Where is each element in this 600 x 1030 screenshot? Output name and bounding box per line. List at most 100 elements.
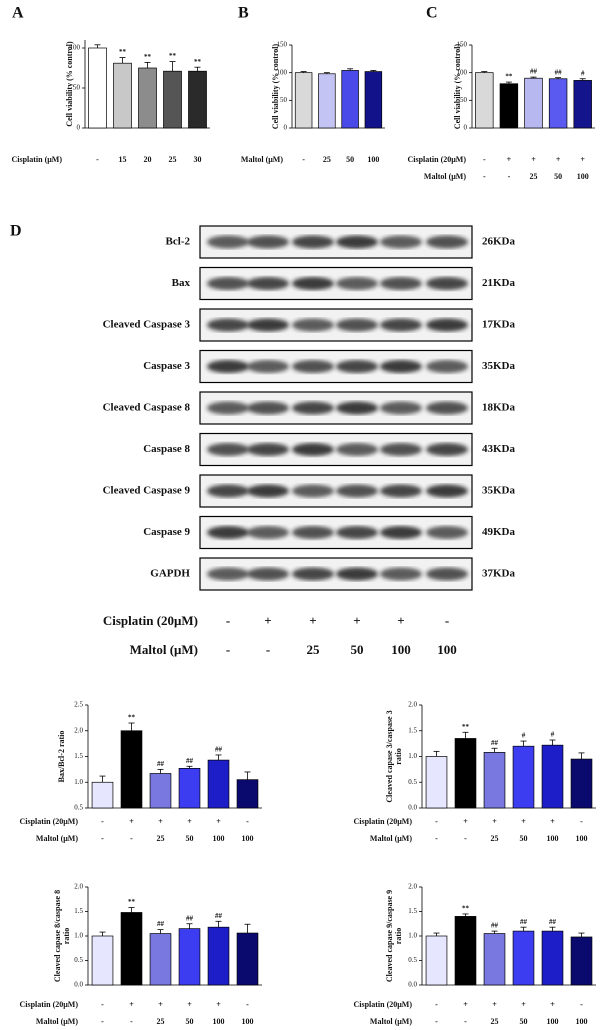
y-tick-label: 0.5 <box>74 804 83 812</box>
y-tick-label: 50 <box>280 96 288 104</box>
blot-band <box>247 401 289 415</box>
treatment-value: + <box>129 1000 134 1009</box>
blot-band <box>380 526 422 539</box>
blot-band <box>247 567 289 581</box>
treatment-label: Cisplatin (20μM) <box>103 613 198 628</box>
treatment-value: - <box>435 834 438 843</box>
bar <box>475 72 494 129</box>
blot-band <box>207 567 249 581</box>
treatment-value: 25 <box>491 834 499 843</box>
bar <box>570 936 593 986</box>
treatment-value: + <box>463 1000 468 1009</box>
blot-band <box>426 401 468 415</box>
treatment-label: Maltol (μM) <box>424 172 466 181</box>
blot-band <box>336 401 378 415</box>
blot-band <box>292 277 334 290</box>
bar <box>138 67 157 129</box>
blot-band <box>292 484 334 498</box>
blot-band <box>336 360 378 373</box>
treatment-label: Maltol (μM) <box>241 155 283 164</box>
blot-band <box>292 360 334 373</box>
blot-band <box>247 318 289 332</box>
treatment-value: - <box>101 834 104 843</box>
bar <box>207 926 230 986</box>
y-tick-label: 2.0 <box>74 883 83 891</box>
treatment-value: - <box>435 817 438 826</box>
treatment-value: - <box>580 817 583 826</box>
treatment-value: + <box>158 1000 163 1009</box>
significance: ** <box>194 58 202 66</box>
bar <box>294 72 313 129</box>
treatment-value: 25 <box>307 642 321 657</box>
significance: ** <box>462 723 470 731</box>
blot-band <box>207 443 249 456</box>
bar <box>541 744 564 809</box>
protein-name: Cleaved Caspase 3 <box>103 319 191 331</box>
bar <box>236 779 259 809</box>
protein-name: Bax <box>172 277 191 289</box>
y-tick-label: 0.0 <box>408 981 417 989</box>
protein-name: Cleaved Caspase 9 <box>103 485 191 497</box>
blot-band <box>207 401 249 415</box>
treatment-value: + <box>463 817 468 826</box>
blot-band <box>426 235 468 249</box>
y-tick-label: 150 <box>277 41 288 49</box>
y-tick-label: 1.0 <box>74 932 83 940</box>
bar <box>425 756 448 809</box>
blot-band <box>336 526 378 539</box>
treatment-value: 25 <box>169 155 177 164</box>
treatment-value: - <box>266 642 270 657</box>
blot-band <box>292 567 334 581</box>
treatment-value: + <box>521 817 526 826</box>
treatment-value: 100 <box>437 642 457 657</box>
significance: ## <box>549 918 557 926</box>
significance: ## <box>530 68 538 76</box>
treatment-value: + <box>353 613 360 628</box>
treatment-value: 25 <box>491 1017 499 1026</box>
blot-band <box>292 443 334 456</box>
treatment-value: + <box>158 817 163 826</box>
bar <box>548 78 568 129</box>
treatment-value: - <box>483 155 486 164</box>
bar <box>341 70 359 129</box>
blot-band <box>207 360 249 373</box>
y-tick-label: 50 <box>460 96 468 104</box>
significance: # <box>522 732 526 740</box>
y-tick-label: 1.5 <box>408 907 417 915</box>
bar <box>499 83 519 129</box>
significance: ## <box>491 739 499 747</box>
blot-band <box>380 567 422 581</box>
treatment-label: Cisplatin (20μM) <box>19 817 78 826</box>
y-tick-label: 2.0 <box>74 726 83 734</box>
y-tick-label: 100 <box>457 68 468 76</box>
blot-band <box>426 318 468 332</box>
y-axis-label: Cleaved capase 8/caspase 8 <box>53 890 62 982</box>
bar <box>236 932 259 986</box>
blot-band <box>426 484 468 498</box>
treatment-value: + <box>264 613 271 628</box>
blot-band <box>247 526 289 539</box>
protein-name: GAPDH <box>150 568 190 580</box>
protein-name: Caspase 8 <box>143 443 190 455</box>
protein-name: Caspase 3 <box>143 360 190 372</box>
treatment-label: Cisplatin (20μM) <box>353 817 412 826</box>
y-tick-label: 1.0 <box>408 932 417 940</box>
molecular-weight: 49KDa <box>482 526 516 538</box>
treatment-value: 25 <box>157 834 165 843</box>
treatment-value: - <box>101 817 104 826</box>
significance: ** <box>462 905 470 913</box>
treatment-value: - <box>464 1017 467 1026</box>
blot-band <box>247 443 289 456</box>
bar <box>91 781 114 809</box>
bar <box>318 73 336 129</box>
treatment-value: - <box>130 1017 133 1026</box>
bar <box>454 916 477 986</box>
blot-band <box>380 277 422 290</box>
treatment-value: - <box>483 172 486 181</box>
treatment-value: 20 <box>144 155 152 164</box>
treatment-value: + <box>216 1000 221 1009</box>
treatment-value: 100 <box>367 155 379 164</box>
treatment-label: Maltol (μM) <box>36 834 78 843</box>
protein-name: Caspase 9 <box>143 526 190 538</box>
